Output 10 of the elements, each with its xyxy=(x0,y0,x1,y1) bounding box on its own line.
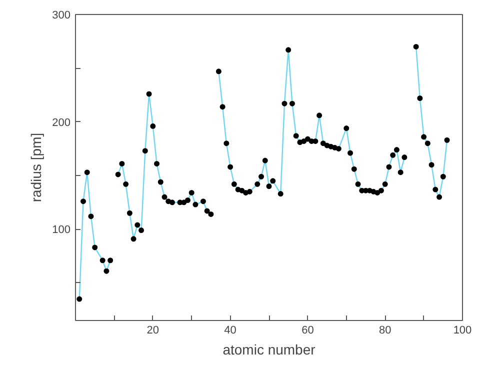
y-axis-title: radius [pm] xyxy=(28,132,44,202)
x-tick-label: 80 xyxy=(378,324,392,336)
x-tick-label: 60 xyxy=(302,324,314,336)
x-tick-label: 40 xyxy=(224,324,236,336)
y-tick-label: 300 xyxy=(52,10,71,22)
x-tick-label: 100 xyxy=(453,324,472,336)
y-tick-label: 200 xyxy=(52,116,71,129)
y-tick-label: 100 xyxy=(52,224,71,236)
x-axis-title: atomic number xyxy=(222,342,316,358)
x-tick-label: 20 xyxy=(146,324,160,336)
